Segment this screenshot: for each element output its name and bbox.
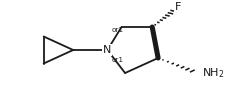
Text: N: N <box>103 45 112 55</box>
Text: NH$_2$: NH$_2$ <box>202 66 224 80</box>
Text: or1: or1 <box>112 28 124 34</box>
Text: F: F <box>175 2 181 12</box>
Text: or1: or1 <box>112 56 124 62</box>
